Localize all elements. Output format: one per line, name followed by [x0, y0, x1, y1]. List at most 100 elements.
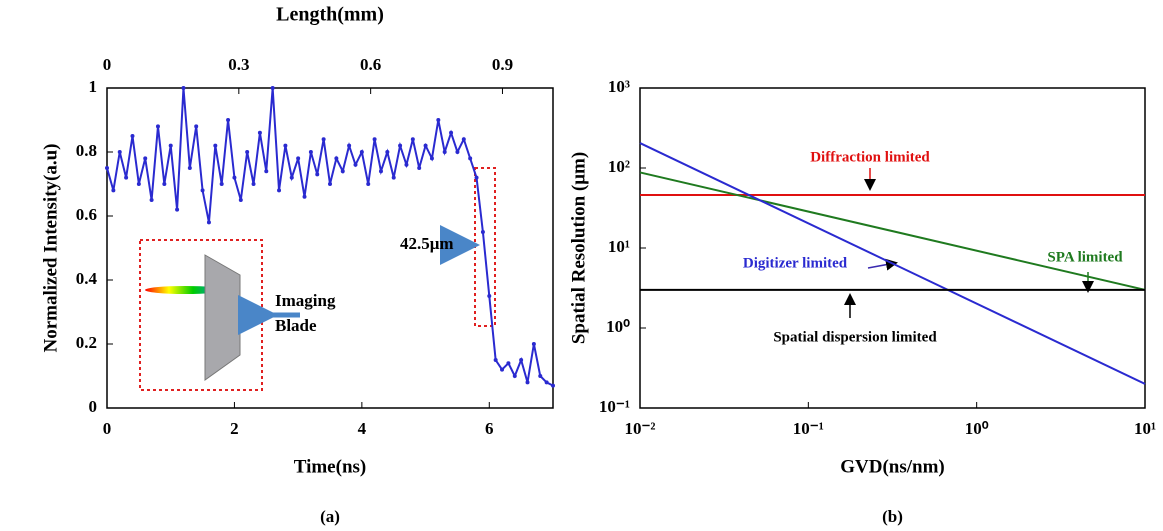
plot-frame: [639, 87, 1146, 409]
series-label: Diffraction limited: [810, 149, 930, 165]
data-point: [404, 162, 409, 167]
data-line: [639, 171, 1146, 291]
data-point: [264, 169, 269, 174]
data-point: [226, 118, 231, 122]
data-point: [353, 162, 358, 167]
data-point: [328, 182, 332, 186]
data-point: [378, 169, 383, 174]
data-point: [289, 175, 294, 180]
data-point: [270, 86, 275, 90]
data-point: [302, 194, 307, 199]
x-tick-label: 10⁻¹: [793, 419, 824, 438]
y-tick-label: 0.4: [76, 269, 98, 288]
data-point: [468, 156, 473, 161]
y-tick-label: 1: [89, 77, 98, 96]
data-point: [398, 143, 403, 148]
data-point: [308, 150, 313, 154]
data-point: [347, 143, 352, 148]
data-point: [436, 118, 441, 122]
annotation: Blade: [275, 316, 317, 335]
y-tick-label: 0.2: [76, 333, 97, 352]
x2-axis-label: Length(mm): [276, 4, 384, 26]
data-point: [391, 175, 396, 180]
data-point: [175, 207, 180, 212]
data-point: [315, 172, 320, 177]
data-point: [277, 188, 282, 193]
data-point: [340, 169, 345, 174]
data-point: [429, 156, 434, 161]
y-tick-label: 10⁻¹: [599, 397, 630, 416]
data-point: [162, 182, 167, 186]
x-tick-label: 10⁻²: [624, 419, 655, 438]
data-point: [487, 294, 492, 298]
x2-tick-label: 0: [103, 55, 112, 74]
data-point: [111, 188, 116, 193]
data-point: [359, 150, 364, 154]
data-point: [455, 150, 460, 154]
caption: (a): [320, 507, 340, 526]
y-tick-label: 0.8: [76, 141, 97, 160]
data-point: [525, 380, 530, 385]
series-label: Digitizer limited: [743, 255, 848, 271]
data-point: [124, 175, 129, 180]
data-point: [493, 358, 498, 362]
x-axis-label: GVD(ns/nm): [840, 456, 945, 477]
data-point: [187, 166, 192, 170]
x-tick-label: 10¹: [1134, 419, 1156, 438]
series-label: SPA limited: [1047, 249, 1123, 265]
x-tick-label: 4: [358, 419, 367, 438]
data-point: [168, 143, 173, 148]
data-line: [106, 87, 554, 387]
data-point: [410, 137, 415, 142]
x2-tick-label: 0.3: [228, 55, 249, 74]
data-point: [206, 220, 211, 225]
data-point: [506, 361, 511, 366]
data-point: [334, 156, 339, 161]
plot-frame: [106, 87, 554, 409]
data-point: [551, 383, 555, 388]
data-point: [251, 182, 256, 186]
data-point: [372, 137, 377, 142]
series-label: Spatial dispersion limited: [773, 329, 937, 345]
y-tick-label: 0: [89, 397, 98, 416]
y-tick-label: 10⁰: [606, 317, 630, 336]
y-tick-label: 10¹: [608, 237, 630, 256]
x-tick-label: 10⁰: [965, 419, 989, 438]
data-point: [213, 143, 218, 148]
caption: (b): [882, 507, 903, 526]
data-point: [538, 374, 543, 378]
data-point: [117, 150, 122, 154]
y-axis-label: Normalized Intensity(a.u): [40, 144, 61, 353]
data-point: [461, 137, 466, 142]
data-point: [200, 188, 205, 193]
inset: [139, 167, 1094, 391]
data-point: [423, 143, 428, 148]
data-point: [105, 166, 109, 170]
data-point: [385, 150, 390, 154]
data-point: [130, 134, 135, 138]
x2-tick-label: 0.9: [492, 55, 513, 74]
data-point: [155, 124, 160, 129]
data-point: [519, 358, 524, 362]
data-point: [321, 137, 326, 142]
data-point: [219, 182, 224, 186]
annotation: 42.5μm: [400, 234, 454, 253]
y-tick-label: 0.6: [76, 205, 97, 224]
data-point: [245, 150, 250, 154]
data-point: [512, 374, 517, 378]
data-point: [449, 130, 454, 135]
data-point: [296, 156, 301, 161]
data-point: [544, 380, 549, 385]
data-point: [480, 230, 485, 234]
x-axis-label: Time(ns): [294, 456, 366, 477]
y-tick-label: 10²: [608, 157, 630, 176]
y-axis-label: Spatial Resolution (μm): [568, 152, 589, 344]
annotation: Imaging: [275, 291, 336, 310]
data-point: [232, 175, 237, 180]
data-point: [283, 143, 288, 148]
data-point: [149, 198, 154, 202]
data-point: [181, 86, 186, 90]
x-tick-label: 0: [103, 419, 112, 438]
data-point: [194, 124, 199, 129]
